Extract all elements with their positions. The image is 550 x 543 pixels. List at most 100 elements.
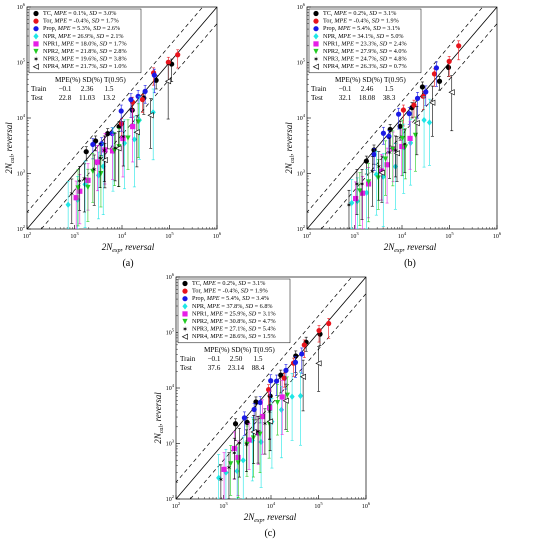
x-tick-label: 104: [267, 501, 276, 510]
data-point: [150, 109, 156, 116]
data-point: [228, 461, 234, 467]
panel-label-b: (b): [404, 258, 416, 269]
legend-entry-npr4: NPR4, MPE = 28.6%, SD = 1.5%: [192, 333, 276, 340]
data-point: [412, 132, 419, 138]
data-point: [353, 195, 359, 202]
data-point: [105, 131, 111, 137]
data-point: [244, 441, 250, 447]
data-point: [98, 171, 104, 177]
data-point: [246, 437, 252, 443]
data-point: [292, 359, 299, 365]
data-point: [411, 102, 417, 108]
data-point: ✶: [387, 149, 393, 157]
x-tick-label: 103: [350, 231, 359, 240]
data-point: [301, 342, 307, 348]
data-point: [402, 144, 408, 150]
data-point: ✶: [267, 408, 273, 416]
legend-marker-npr2: [33, 48, 39, 55]
data-point: [216, 474, 222, 482]
metrics-cell: 38.3: [383, 94, 396, 102]
legend-box: [28, 8, 142, 74]
data-point: ✶: [244, 441, 250, 449]
data-point: [423, 89, 429, 95]
data-point: [421, 116, 427, 124]
data-point: [299, 373, 307, 380]
data-point: [387, 126, 393, 133]
data-point: ✶: [402, 140, 408, 148]
data-point: [445, 64, 452, 71]
metrics-cell: 37.6: [208, 364, 221, 372]
legend-entry-npr: NPR, MPE = 37.8%, SD = 6.8%: [192, 303, 273, 310]
data-point: [240, 457, 246, 464]
metrics-cell: 1.5: [105, 85, 114, 93]
metrics-row-label-train: Train: [180, 355, 196, 363]
metrics-cell: 18.08: [359, 94, 376, 102]
metrics-row-label-test: Test: [311, 94, 323, 102]
legend-marker-npr2: [182, 318, 188, 325]
data-point: [100, 163, 106, 170]
legend-entry-tc: TC, MPE = 0.1%, SD = 3.0%: [43, 10, 116, 17]
data-point: ✶: [354, 181, 360, 189]
x-tick-label: 102: [172, 501, 180, 510]
data-point: ✶: [255, 428, 261, 436]
legend-entry-npr3: NPR3, MPE = 24.7%, SD = 4.8%: [323, 56, 407, 63]
data-area: ✶✶✶✶✶✶✶✶: [307, 7, 497, 229]
legend-marker-npr3: ✶: [313, 55, 319, 63]
y-axis-label: 2Ncal, reversal: [284, 122, 296, 174]
metrics-cell: 1.5: [254, 355, 263, 363]
data-point: [283, 367, 289, 373]
y-tick-label: 102: [166, 494, 174, 503]
data-point: [135, 93, 141, 99]
metrics-cell: 11.03: [79, 94, 95, 102]
data-point: ✶: [120, 133, 126, 141]
data-point: [109, 148, 116, 154]
data-point: [359, 190, 366, 196]
y-tick-label: 103: [166, 439, 175, 448]
data-point: [297, 392, 304, 400]
data-point: ✶: [69, 190, 75, 198]
data-point: [382, 156, 389, 162]
legend-entry-tc: TC, MPE = 0.2%, SD = 3.1%: [323, 10, 396, 17]
data-point: [257, 431, 263, 437]
y-tick-label: 104: [166, 383, 175, 392]
data-point: [118, 108, 124, 114]
y-tick-label: 102: [297, 224, 305, 233]
legend-marker-npr: [182, 303, 188, 310]
legend-marker-tor: [313, 18, 319, 24]
data-point: [429, 99, 436, 106]
legend-marker-npr: [313, 33, 319, 40]
data-point: [378, 169, 385, 176]
data-point: [93, 138, 99, 144]
data-point: [115, 145, 122, 152]
y-tick-label: 103: [297, 169, 306, 178]
y-tick-label: 105: [17, 58, 26, 67]
metrics-cell: 32.1: [339, 94, 352, 102]
x-tick-label: 105: [165, 231, 174, 240]
metrics-cell: 23.14: [228, 364, 245, 372]
data-area: ✶✶✶✶✶✶✶✶: [27, 7, 217, 229]
data-point: [109, 130, 115, 137]
data-point: [120, 135, 126, 142]
legend-entry-npr: NPR, MPE = 34.1%, SD = 5.0%: [323, 33, 404, 40]
data-point: [251, 406, 257, 413]
data-point: [419, 84, 426, 90]
data-point: [407, 135, 413, 142]
legend-entry-npr: NPR, MPE = 26.9%, SD = 2.1%: [43, 33, 124, 40]
data-point: [221, 466, 227, 472]
data-point: [371, 151, 377, 158]
data-point: [293, 353, 299, 359]
y-axis-label: 2Ncal, reversal: [4, 122, 16, 174]
data-point: [274, 400, 281, 406]
data-point: [399, 135, 406, 142]
data-point: ✶: [218, 476, 224, 484]
legend-entry-npr3: NPR3, MPE = 19.6%, SD = 3.8%: [43, 56, 127, 63]
data-point: [111, 148, 118, 154]
data-point: ✶: [91, 166, 97, 174]
data-point: [151, 72, 157, 78]
data-point: ✶: [77, 178, 83, 186]
y-tick-label: 105: [166, 328, 175, 337]
legend-marker-prop: [182, 296, 188, 302]
legend-entry-npr3: NPR3, MPE = 27.1%, SD = 5.4%: [192, 326, 276, 333]
data-point: [363, 189, 370, 196]
